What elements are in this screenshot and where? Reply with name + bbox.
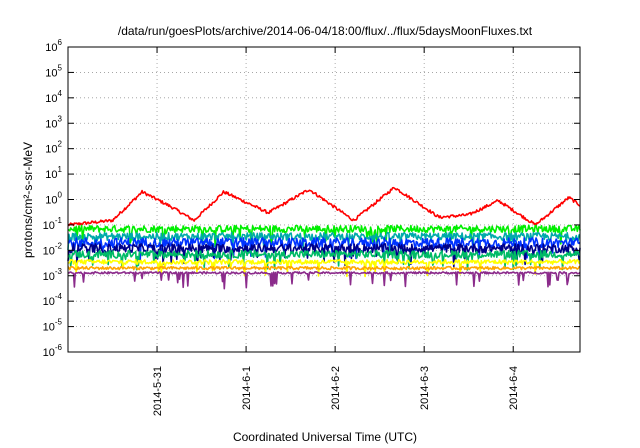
series-line [67, 258, 581, 278]
y-tick-label: 10-1 [43, 216, 63, 232]
y-tick-label: 10-3 [43, 267, 63, 283]
y-axis: 10-6 10-5 10-4 10-3 10-2 10-1 100 101 102 103 104 1… [43, 38, 580, 359]
series-line [67, 271, 581, 290]
y-tick-label: 105 [45, 63, 62, 79]
y-tick-label: 10-2 [43, 241, 63, 257]
y-tick-label: 100 [45, 191, 62, 207]
series-line [67, 231, 581, 252]
y-tick-label: 103 [45, 114, 62, 130]
series-line [67, 186, 581, 227]
y-tick-label: 10-6 [43, 343, 63, 359]
y-tick-label: 101 [45, 165, 62, 181]
y-axis-label: protons/cm²-s-sr-MeV [21, 142, 35, 258]
x-tick-label: 2014-6-4 [508, 366, 520, 410]
x-tick-label: 2014-5-31 [152, 366, 164, 416]
y-tick-label: 102 [45, 140, 62, 156]
y-tick-label: 104 [45, 89, 62, 105]
series-group [67, 186, 581, 290]
series-line [67, 249, 581, 271]
x-tick-label: 2014-6-3 [419, 366, 431, 410]
chart-title: /data/run/goesPlots/archive/2014-06-04/1… [118, 24, 533, 38]
y-tick-label: 10-4 [43, 292, 63, 308]
y-tick-label: 10-5 [43, 318, 63, 334]
x-axis: 2014-5-31 2014-6-1 2014-6-2 2014-6-3 2014-6-… [152, 47, 520, 416]
series-line [68, 224, 581, 248]
series-line [67, 265, 581, 271]
x-axis-label: Coordinated Universal Time (UTC) [233, 430, 417, 444]
x-tick-label: 2014-6-1 [241, 366, 253, 410]
x-tick-label: 2014-6-2 [330, 366, 342, 410]
y-tick-label: 106 [45, 38, 62, 54]
